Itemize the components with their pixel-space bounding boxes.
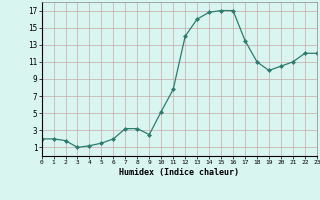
X-axis label: Humidex (Indice chaleur): Humidex (Indice chaleur) [119,168,239,177]
